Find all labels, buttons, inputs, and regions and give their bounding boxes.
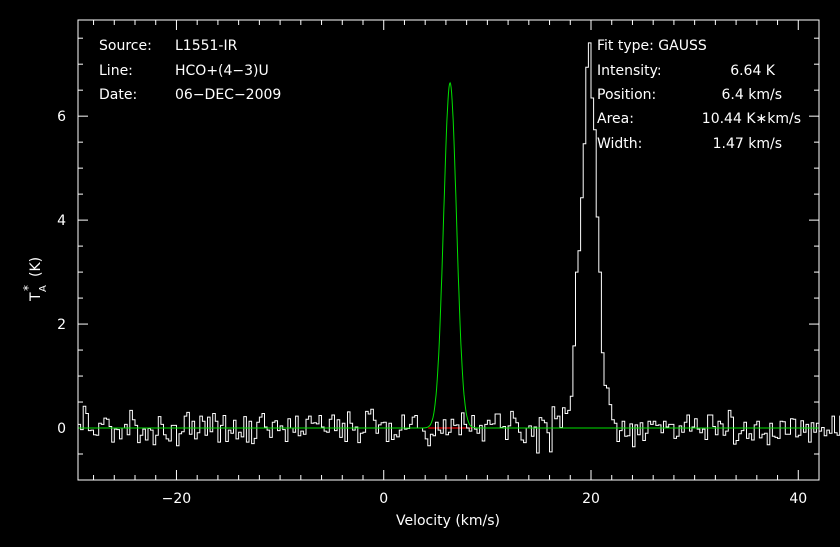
tick-labels: −20 0 20 40 0 2 4 6 <box>57 109 807 507</box>
intensity-value: 6.64 K <box>730 63 776 79</box>
x-axis-label: Velocity (km/s) <box>396 513 500 529</box>
spectrum-line <box>78 42 840 454</box>
y-axis-label-main: T <box>28 292 44 302</box>
width-value: 1.47 km/s <box>713 136 782 152</box>
x-tick-label: 40 <box>789 491 807 507</box>
y-axis-label: T A * (K) <box>21 257 49 302</box>
width-label: Width: <box>597 136 642 152</box>
y-tick-label: 4 <box>57 213 66 229</box>
position-value: 6.4 km/s <box>722 87 782 103</box>
y-axis-label-unit: (K) <box>28 257 44 277</box>
y-axis-label-sub: A <box>38 285 49 292</box>
x-tick-label: 20 <box>582 491 600 507</box>
tick-marks <box>78 20 820 481</box>
source-value: L1551-IR <box>175 38 238 54</box>
y-tick-label: 2 <box>57 317 66 333</box>
date-label: Date: <box>99 87 137 103</box>
data-layer <box>78 42 840 454</box>
line-value: HCO+(4−3)U <box>175 63 269 79</box>
date-value: 06−DEC−2009 <box>175 87 281 103</box>
axes-frame <box>77 19 820 481</box>
source-label: Source: <box>99 38 152 54</box>
intensity-label: Intensity: <box>597 63 662 79</box>
gaussian-fit-line <box>78 81 819 429</box>
area-value: 10.44 K∗km/s <box>702 111 801 127</box>
y-axis-label-sup: * <box>21 285 35 291</box>
fit-type-label: Fit type: GAUSS <box>597 38 707 54</box>
x-tick-label: 0 <box>379 491 388 507</box>
line-label: Line: <box>99 63 133 79</box>
x-tick-label: −20 <box>162 491 192 507</box>
position-label: Position: <box>597 87 656 103</box>
area-label: Area: <box>597 111 634 127</box>
y-tick-label: 0 <box>57 421 66 437</box>
y-tick-label: 6 <box>57 109 66 125</box>
